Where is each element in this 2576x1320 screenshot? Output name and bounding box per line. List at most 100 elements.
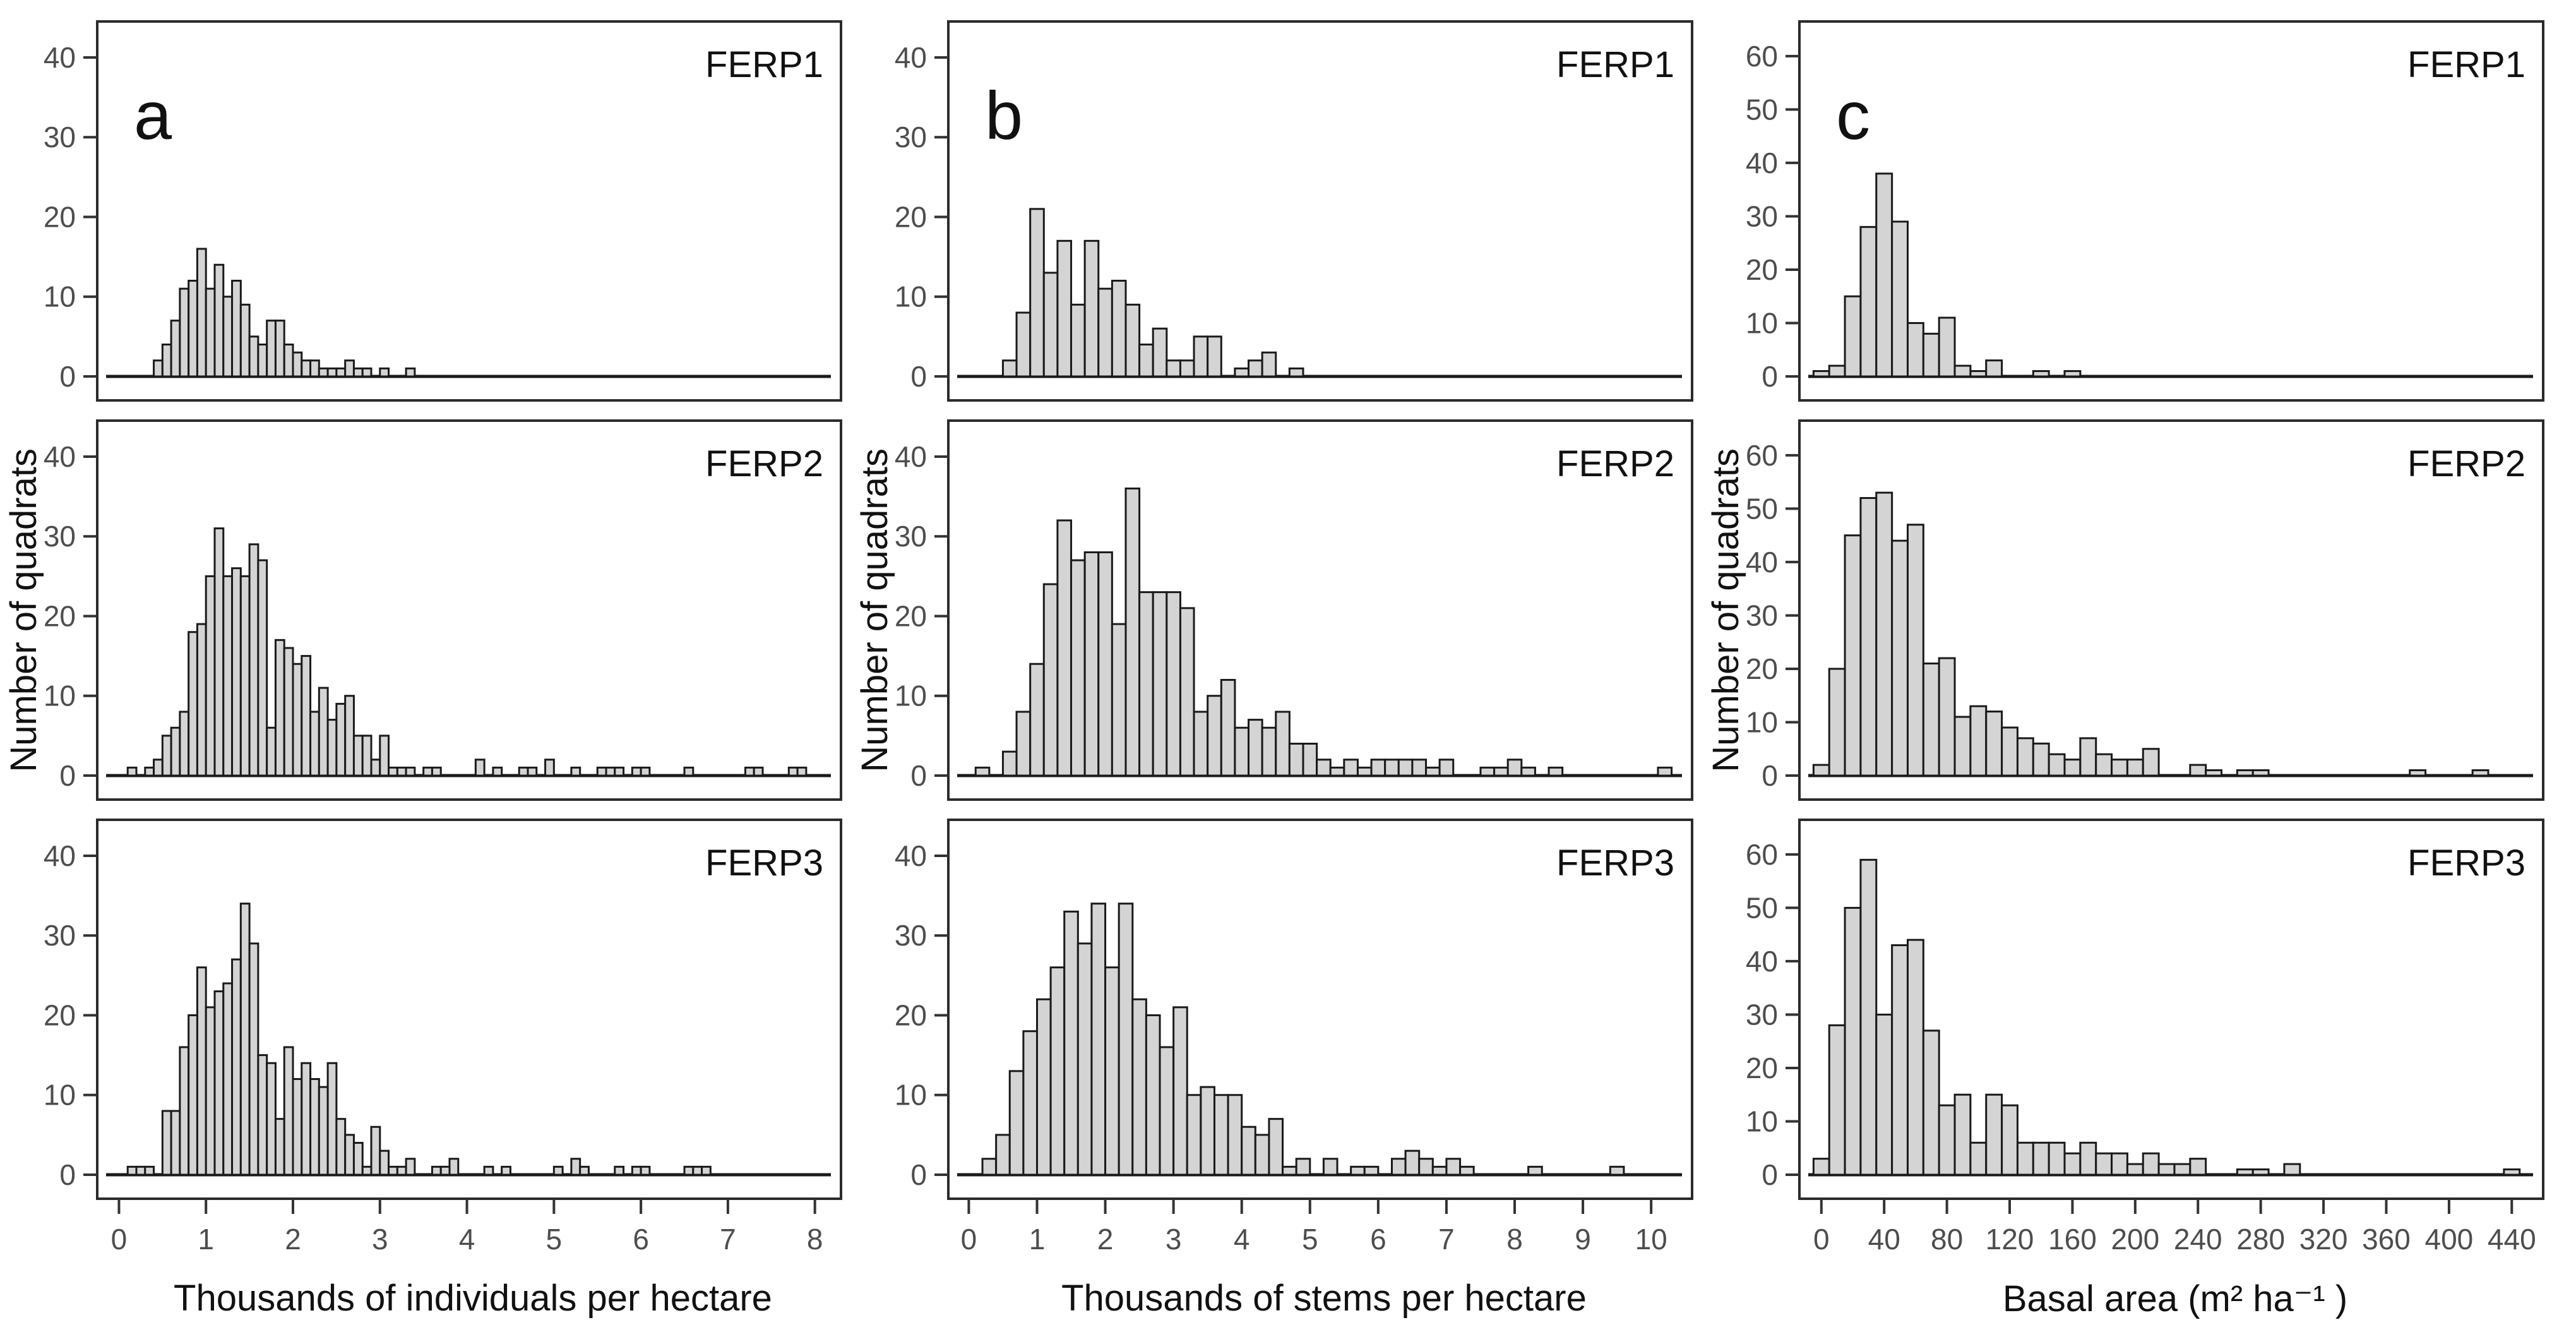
bar [605, 766, 616, 777]
bar [1186, 1094, 1202, 1176]
bar [283, 1046, 294, 1176]
bar [1425, 766, 1441, 777]
y-tick-label: 0 [1762, 759, 1778, 792]
bar [1172, 1006, 1188, 1176]
bar [1356, 766, 1373, 777]
bar [1261, 726, 1277, 777]
bar [2189, 1158, 2207, 1176]
bar [2032, 742, 2050, 777]
bar [1875, 172, 1893, 378]
site-label-c-FERP2: FERP2 [2407, 443, 2525, 484]
bar [257, 1054, 268, 1176]
y-tick-label: 30 [44, 919, 76, 952]
bar [1111, 279, 1127, 378]
bar [2205, 769, 2223, 777]
bar [1459, 1165, 1475, 1176]
y-axis-ticks-a-FERP2: 0 10 20 30 40 [44, 440, 97, 792]
bar [344, 695, 355, 777]
bar [501, 1165, 511, 1176]
bars-a-FERP1 [153, 248, 416, 378]
bar [153, 759, 164, 777]
bar [1431, 1165, 1448, 1176]
histogram-panel-b-FERP2: 0 10 20 30 40 FERP2 [895, 419, 1693, 801]
bar [1152, 591, 1168, 777]
bar [1411, 759, 1428, 777]
y-axis-ticks-a-FERP3: 0 10 20 30 40 [44, 839, 97, 1191]
bar [1029, 663, 1045, 777]
bar [1083, 551, 1100, 777]
bar [1953, 1093, 1972, 1176]
x-axis-title-a: Thousands of individuals per hectare [174, 1278, 772, 1319]
bar [309, 711, 320, 777]
bar [2095, 753, 2113, 777]
bar [388, 766, 398, 777]
bar [1859, 858, 1878, 1176]
y-axis-ticks-b-FERP2: 0 10 20 30 40 [895, 440, 948, 792]
x-tick-label: 0 [961, 1223, 977, 1256]
y-tick-label: 30 [1746, 998, 1778, 1031]
y-tick-label: 20 [44, 200, 76, 233]
site-label-b-FERP1: FERP1 [1556, 44, 1674, 85]
column-a: Number of quadrats 0 10 20 30 40 FERP1 a 0 10 20 3… [3, 16, 849, 1320]
bar [1227, 1094, 1243, 1176]
y-axis-ticks-b-FERP3: 0 10 20 30 40 [895, 839, 948, 1191]
x-tick-label: 320 [2299, 1223, 2348, 1256]
bar [1445, 1158, 1462, 1176]
panel-border-a-FERP2 [96, 419, 842, 801]
bar [2142, 1152, 2160, 1176]
bar [1213, 1094, 1229, 1176]
bar [1179, 607, 1195, 777]
bar [744, 766, 755, 777]
y-tick-label: 40 [44, 41, 76, 74]
y-tick-label: 20 [1746, 253, 1778, 286]
bar [2001, 1104, 2018, 1176]
bar [301, 655, 312, 777]
bar [701, 1165, 712, 1176]
bar [2079, 737, 2097, 777]
bar [1812, 764, 1830, 777]
bar [352, 367, 364, 378]
y-tick-label: 10 [44, 280, 76, 313]
bar [1875, 1013, 1893, 1176]
x-tick-label: 4 [459, 1223, 475, 1256]
bar [1985, 1093, 2003, 1176]
x-tick-label: 8 [807, 1223, 823, 1256]
y-tick-label: 20 [1746, 652, 1778, 685]
panel-stack-a: 0 10 20 30 40 FERP1 a 0 10 20 30 40 FERP2 0 10 20 30 40 0 1… [3, 16, 849, 1267]
bar [1145, 1014, 1161, 1176]
bar [396, 1165, 407, 1176]
bar [1248, 359, 1263, 378]
x-tick-label: 8 [1506, 1223, 1523, 1256]
bar [379, 1149, 390, 1176]
bar [170, 320, 181, 378]
panel-border-a-FERP1 [96, 20, 842, 402]
x-tick-label: 440 [2488, 1223, 2536, 1256]
bar [1969, 1141, 1988, 1176]
bars-c-FERP3 [1812, 858, 2521, 1176]
bar [205, 575, 216, 777]
bar [1875, 491, 1893, 777]
bar [1384, 759, 1400, 777]
histogram-panel-b-FERP1: 0 10 20 30 40 FERP1 b [895, 20, 1693, 402]
y-tick-label: 30 [1746, 599, 1778, 632]
bar [231, 958, 242, 1176]
bar [274, 320, 285, 378]
bar [144, 766, 155, 777]
x-tick-label: 10 [1635, 1223, 1667, 1256]
y-tick-label: 50 [1746, 891, 1778, 924]
bar [2048, 753, 2066, 777]
bar [552, 1165, 564, 1176]
bar [161, 735, 172, 777]
bar [370, 1125, 381, 1176]
bar [301, 359, 312, 378]
bar [1159, 1046, 1175, 1176]
y-tick-label: 20 [44, 599, 76, 632]
bar [1891, 539, 1909, 777]
y-tick-label: 50 [1746, 492, 1778, 525]
bar [1124, 487, 1141, 777]
histogram-panel-a-FERP2: 0 10 20 30 40 FERP2 [44, 419, 842, 801]
bar [527, 766, 538, 777]
bar [1527, 1165, 1543, 1176]
x-axis-title-b: Thousands of stems per hectare [1061, 1278, 1587, 1319]
bar [1056, 239, 1073, 378]
